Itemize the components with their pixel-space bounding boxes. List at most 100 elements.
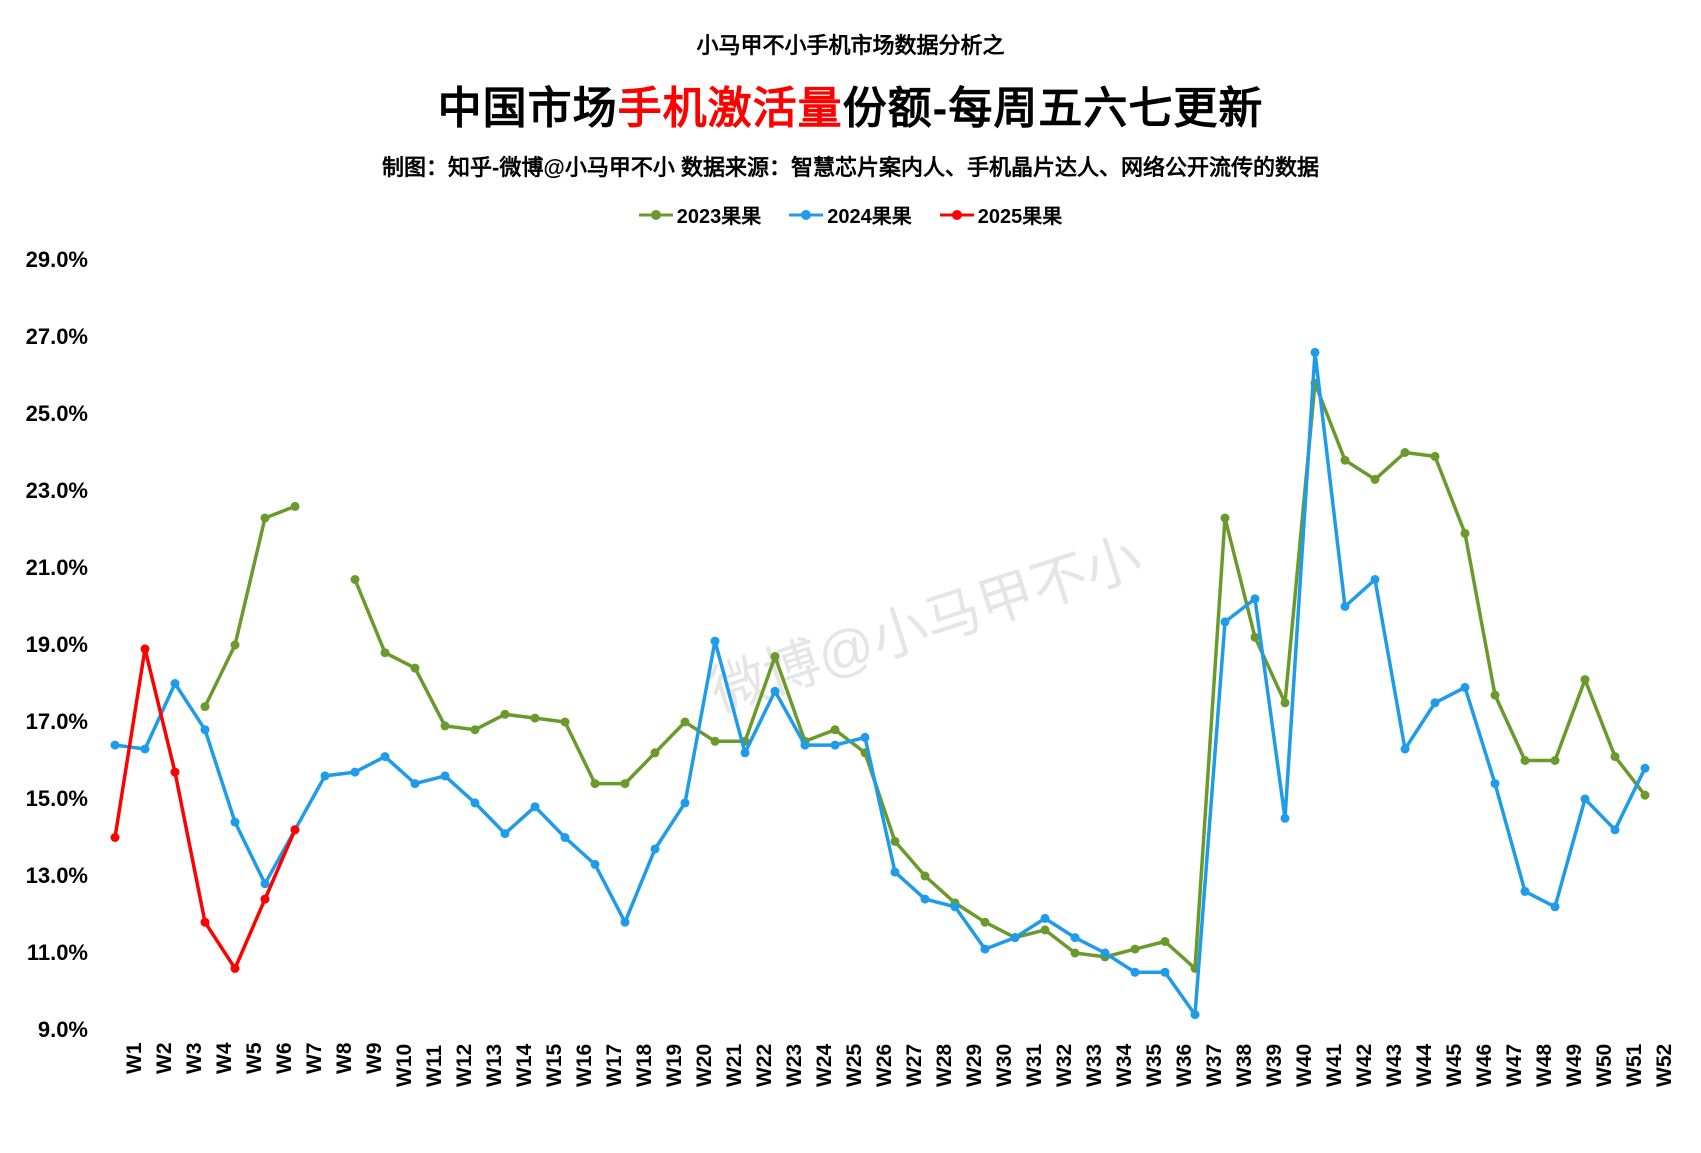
x-tick-label: W48 [1533,1044,1557,1087]
x-tick-label: W8 [333,1043,357,1075]
x-tick-label: W22 [753,1044,777,1087]
series-marker [1041,914,1050,923]
series-marker [771,652,780,661]
x-tick-label: W42 [1353,1044,1377,1087]
y-tick-label: 21.0% [8,555,88,581]
series-marker [1641,791,1650,800]
x-tick-label: W15 [543,1044,567,1087]
x-tick-label: W30 [993,1044,1017,1087]
series-marker [141,745,150,754]
series-marker [1221,617,1230,626]
series-marker [1101,949,1110,958]
x-tick-label: W35 [1143,1044,1167,1087]
series-marker [1371,575,1380,584]
series-marker [381,648,390,657]
series-marker [471,798,480,807]
x-tick-label: W16 [573,1044,597,1087]
x-tick-label: W36 [1173,1044,1197,1087]
y-tick-label: 27.0% [8,324,88,350]
series-marker [921,872,930,881]
y-tick-label: 9.0% [8,1017,88,1043]
y-tick-label: 25.0% [8,401,88,427]
y-tick-label: 15.0% [8,786,88,812]
line-chart [0,0,1701,1153]
x-tick-label: W26 [873,1044,897,1087]
x-tick-label: W31 [1023,1044,1047,1087]
series-marker [501,829,510,838]
series-marker [1281,698,1290,707]
x-tick-label: W39 [1263,1044,1287,1087]
y-tick-label: 23.0% [8,478,88,504]
series-marker [831,725,840,734]
series-marker [1341,456,1350,465]
x-tick-label: W25 [843,1044,867,1087]
y-tick-label: 13.0% [8,863,88,889]
x-tick-label: W13 [483,1044,507,1087]
series-marker [891,868,900,877]
series-marker [1491,779,1500,788]
series-marker [261,514,270,523]
series-marker [1551,902,1560,911]
series-marker [1581,795,1590,804]
series-marker [891,837,900,846]
x-tick-label: W47 [1503,1044,1527,1087]
series-marker [171,679,180,688]
series-marker [561,718,570,727]
series-marker [741,748,750,757]
series-line [115,352,1645,1014]
x-tick-label: W2 [153,1043,177,1075]
y-tick-label: 19.0% [8,632,88,658]
series-marker [1011,933,1020,942]
series-marker [441,771,450,780]
series-marker [201,725,210,734]
series-marker [411,779,420,788]
x-tick-label: W4 [213,1043,237,1075]
x-tick-label: W7 [303,1043,327,1075]
series-marker [201,702,210,711]
x-tick-label: W27 [903,1044,927,1087]
series-marker [1131,968,1140,977]
series-marker [1461,683,1470,692]
series-marker [561,833,570,842]
series-marker [231,818,240,827]
series-marker [1251,594,1260,603]
x-tick-label: W20 [693,1044,717,1087]
x-tick-label: W40 [1293,1044,1317,1087]
series-marker [1401,448,1410,457]
chart-container: 小马甲不小手机市场数据分析之 中国市场手机激活量份额-每周五六七更新 制图：知乎… [0,0,1701,1153]
series-marker [1131,945,1140,954]
x-tick-label: W18 [633,1044,657,1087]
series-marker [711,737,720,746]
x-tick-label: W1 [123,1043,147,1075]
series-marker [531,802,540,811]
series-marker [441,721,450,730]
x-tick-label: W38 [1233,1044,1257,1087]
series-marker [231,964,240,973]
series-marker [1191,1010,1200,1019]
x-tick-label: W50 [1593,1044,1617,1087]
series-marker [1491,691,1500,700]
series-marker [621,779,630,788]
series-marker [1071,933,1080,942]
series-marker [261,879,270,888]
series-marker [501,710,510,719]
x-tick-label: W9 [363,1043,387,1075]
x-tick-label: W10 [393,1044,417,1087]
series-marker [1341,602,1350,611]
x-tick-label: W37 [1203,1044,1227,1087]
series-marker [1461,529,1470,538]
x-tick-label: W41 [1323,1044,1347,1087]
x-tick-label: W14 [513,1044,537,1087]
series-marker [1401,745,1410,754]
x-tick-label: W11 [423,1045,447,1087]
x-tick-label: W51 [1623,1044,1647,1087]
series-marker [1041,925,1050,934]
series-marker [201,918,210,927]
y-tick-label: 29.0% [8,247,88,273]
series-marker [1161,968,1170,977]
series-marker [981,945,990,954]
series-marker [111,833,120,842]
x-tick-label: W43 [1383,1044,1407,1087]
series-marker [1581,675,1590,684]
series-marker [1311,348,1320,357]
